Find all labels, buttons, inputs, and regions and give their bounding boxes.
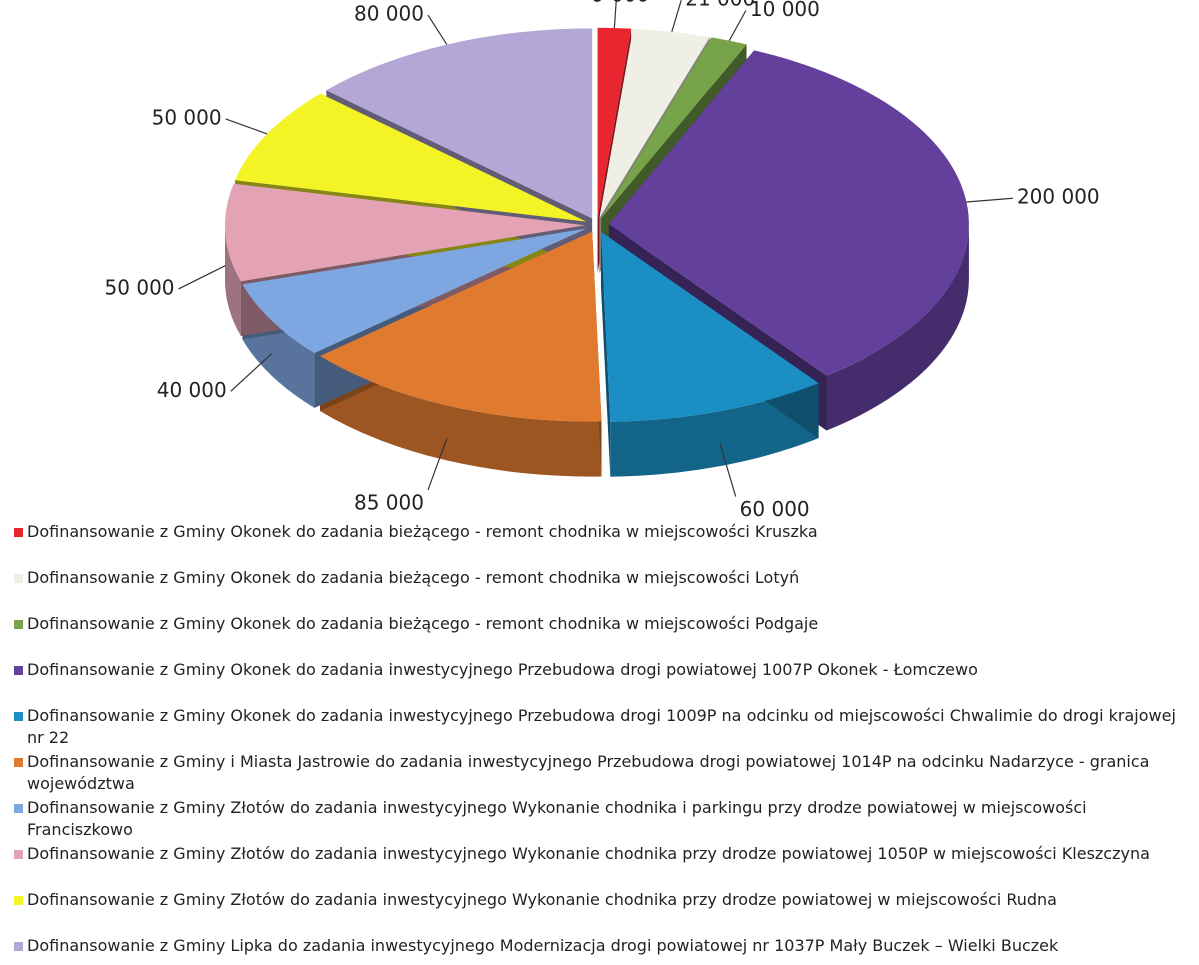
data-label: 9 000 <box>592 0 649 6</box>
legend-label: Dofinansowanie z Gminy Okonek do zadania… <box>27 522 818 541</box>
legend-swatch <box>14 758 23 767</box>
legend-item: Dofinansowanie z Gminy Złotów do zadania… <box>14 889 1194 935</box>
slice <box>320 231 602 422</box>
leader-line <box>613 0 617 29</box>
leader-line <box>230 353 273 392</box>
slice-side <box>320 356 602 477</box>
legend-swatch <box>14 528 23 537</box>
slice-side <box>826 224 969 431</box>
slice <box>242 228 587 353</box>
slice <box>608 50 969 376</box>
leader-line <box>728 10 747 41</box>
legend-item: Dofinansowanie z Gminy Okonek do zadania… <box>14 567 1194 613</box>
slice <box>601 37 747 219</box>
leader-line <box>427 14 448 45</box>
data-label: 50 000 <box>152 105 222 129</box>
legend-item: Dofinansowanie z Gminy Okonek do zadania… <box>14 521 1194 567</box>
leader-line <box>966 197 1013 203</box>
legend-item: Dofinansowanie z Gminy Okonek do zadania… <box>14 705 1194 751</box>
legend-label: Dofinansowanie z Gminy Okonek do zadania… <box>27 614 819 633</box>
legend-item: Dofinansowanie z Gminy Złotów do zadania… <box>14 843 1194 889</box>
chart: 9 000 21 00010 000 200 000 60 000 85 000 40 0… <box>105 0 1100 520</box>
data-label: 80 000 <box>354 2 424 26</box>
legend-label: Dofinansowanie z Gminy Okonek do zadania… <box>27 568 800 587</box>
legend-label: Dofinansowanie z Gminy i Miasta Jastrowi… <box>27 752 1150 793</box>
slice-side <box>225 225 241 337</box>
data-label: 60 000 <box>740 497 810 520</box>
slice <box>597 27 632 218</box>
data-label: 10 000 <box>750 0 820 21</box>
legend-swatch <box>14 804 23 813</box>
legend-label: Dofinansowanie z Gminy Okonek do zadania… <box>27 706 1176 747</box>
slice <box>600 231 819 422</box>
data-label: 40 000 <box>157 378 227 402</box>
slice-edge <box>600 231 611 477</box>
legend-swatch <box>14 620 23 629</box>
data-label: 85 000 <box>354 490 424 514</box>
leader-line <box>719 443 737 497</box>
legend-swatch <box>14 712 23 721</box>
legend-swatch <box>14 574 23 583</box>
slice <box>225 183 586 282</box>
legend-swatch <box>14 942 23 951</box>
slice <box>599 28 710 218</box>
legend-item: Dofinansowanie z Gminy Lipka do zadania … <box>14 935 1194 965</box>
legend-item: Dofinansowanie z Gminy Okonek do zadania… <box>14 613 1194 659</box>
legend-label: Dofinansowanie z Gminy Lipka do zadania … <box>27 936 1059 955</box>
legend-swatch <box>14 896 23 905</box>
data-label: 200 000 <box>1017 185 1100 209</box>
legend-swatch <box>14 850 23 859</box>
slice-side <box>610 383 819 477</box>
data-label: 50 000 <box>105 275 175 299</box>
slice <box>235 93 587 222</box>
leader-line <box>427 438 448 491</box>
leader-line <box>225 118 268 135</box>
data-label: 21 000 <box>685 0 755 11</box>
slice-tops <box>225 27 969 422</box>
legend-label: Dofinansowanie z Gminy Złotów do zadania… <box>27 844 1150 863</box>
leader-line <box>178 265 226 290</box>
slice <box>326 28 593 219</box>
legend-label: Dofinansowanie z Gminy Okonek do zadania… <box>27 660 978 679</box>
legend-label: Dofinansowanie z Gminy Złotów do zadania… <box>27 890 1057 909</box>
legend-label: Dofinansowanie z Gminy Złotów do zadania… <box>27 798 1087 839</box>
legend-item: Dofinansowanie z Gminy i Miasta Jastrowi… <box>14 751 1194 797</box>
legend-item: Dofinansowanie z Gminy Złotów do zadania… <box>14 797 1194 843</box>
leader-line <box>671 0 682 33</box>
legend-swatch <box>14 666 23 675</box>
legend: Dofinansowanie z Gminy Okonek do zadania… <box>14 521 1194 965</box>
legend-item: Dofinansowanie z Gminy Okonek do zadania… <box>14 659 1194 705</box>
